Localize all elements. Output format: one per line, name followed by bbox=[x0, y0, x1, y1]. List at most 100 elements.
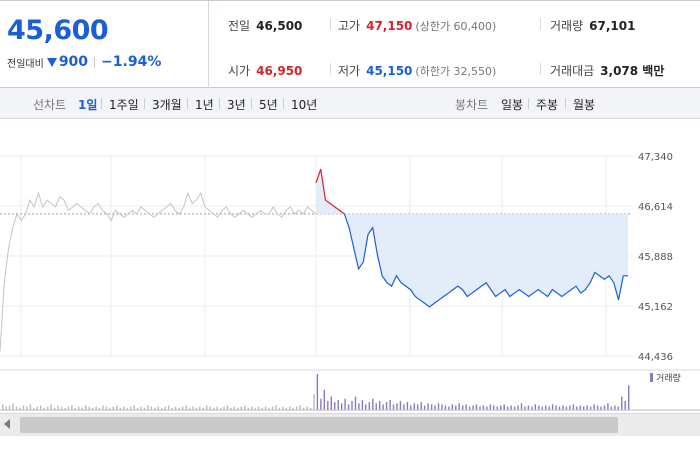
volume-bar bbox=[168, 405, 170, 410]
volume-bar bbox=[375, 403, 377, 411]
tab-3y[interactable]: 3년 bbox=[227, 98, 246, 112]
volume-bar bbox=[19, 407, 21, 411]
volume-bar bbox=[213, 407, 215, 411]
volume-bar bbox=[482, 405, 485, 410]
volume-bar bbox=[590, 406, 592, 410]
open-label: 시가 bbox=[228, 64, 251, 78]
volume-bar bbox=[230, 407, 232, 411]
volume-bar bbox=[71, 405, 73, 410]
chart-scrollbar[interactable] bbox=[0, 413, 700, 436]
volume-bar bbox=[161, 407, 163, 411]
volume-bar bbox=[33, 407, 35, 411]
volume-bar bbox=[607, 403, 609, 411]
volume-bar bbox=[209, 406, 211, 410]
volume-bar bbox=[462, 405, 464, 410]
high-info: 고가 47,150 (상한가 60,400) bbox=[338, 17, 496, 34]
volume-bar bbox=[475, 404, 478, 410]
volume-bar bbox=[596, 405, 599, 410]
volume-bar bbox=[527, 405, 530, 410]
volume-bar bbox=[91, 407, 94, 411]
previous-day-line bbox=[0, 191, 317, 352]
volume-bar bbox=[195, 407, 198, 411]
volume-bar bbox=[268, 407, 270, 411]
divider bbox=[330, 18, 331, 30]
divider bbox=[528, 98, 529, 109]
prev-close-label: 전일 bbox=[228, 19, 251, 33]
volume-bar bbox=[206, 405, 208, 410]
volume-bar bbox=[340, 403, 343, 411]
divider bbox=[330, 63, 331, 75]
volume-bar bbox=[434, 405, 436, 410]
volume-bar bbox=[586, 405, 588, 410]
y-tick-label: 45,162 bbox=[638, 302, 673, 313]
volume-bar bbox=[420, 402, 422, 410]
volume-bar bbox=[22, 405, 25, 410]
volume-bar bbox=[330, 396, 332, 410]
volume-bar bbox=[337, 399, 339, 410]
volume-bar bbox=[465, 404, 467, 410]
volume-bar bbox=[133, 405, 135, 410]
volume-bar bbox=[628, 385, 630, 411]
volume-bar bbox=[344, 398, 346, 411]
volume-bar bbox=[237, 407, 239, 411]
tab-3m[interactable]: 3개월 bbox=[152, 98, 182, 112]
low-label: 저가 bbox=[338, 64, 361, 78]
open-info: 시가 46,950 bbox=[228, 62, 302, 79]
tab-1w[interactable]: 1주일 bbox=[109, 98, 139, 112]
volume-legend-label: 거래량 bbox=[656, 374, 681, 384]
tab-monthly-candle[interactable]: 월봉 bbox=[573, 98, 596, 112]
divider bbox=[283, 98, 284, 109]
y-tick-label: 46,614 bbox=[638, 202, 673, 213]
volume-value: 67,101 bbox=[589, 19, 636, 33]
volume-bar bbox=[576, 406, 578, 410]
high-value: 47,150 bbox=[366, 19, 413, 33]
volume-bar bbox=[313, 394, 315, 411]
volume-bar bbox=[455, 405, 457, 410]
tab-weekly-candle[interactable]: 주봉 bbox=[536, 98, 559, 112]
volume-bar bbox=[389, 399, 391, 410]
volume-bar bbox=[282, 406, 284, 410]
volume-bar bbox=[365, 404, 367, 410]
scroll-left-arrow-icon[interactable] bbox=[4, 419, 10, 429]
down-triangle-icon bbox=[46, 57, 57, 67]
price-box: 45,600 전일대비 900 −1.94% bbox=[0, 1, 209, 88]
volume-bar bbox=[583, 406, 585, 410]
tab-1d[interactable]: 1일 bbox=[78, 98, 98, 112]
volume-bar bbox=[358, 403, 360, 411]
volume-bar bbox=[202, 407, 204, 411]
volume-bar bbox=[299, 405, 301, 410]
volume-bar bbox=[517, 405, 519, 410]
volume-bar bbox=[29, 404, 32, 410]
y-tick-label: 44,436 bbox=[638, 352, 673, 363]
change-label: 전일대비 bbox=[7, 58, 44, 70]
volume-bar bbox=[119, 407, 121, 411]
y-tick-label: 47,340 bbox=[638, 152, 673, 163]
volume-bar bbox=[102, 405, 104, 410]
volume-bar bbox=[534, 404, 536, 410]
volume-bar bbox=[448, 406, 450, 410]
volume-bar bbox=[354, 396, 357, 410]
divider bbox=[540, 63, 541, 75]
quote-panel: 45,600 전일대비 900 −1.94% 전일 46,500 시가 46,9… bbox=[0, 0, 700, 88]
tab-1y[interactable]: 1년 bbox=[195, 98, 214, 112]
volume-bar bbox=[136, 407, 139, 411]
intraday-chart[interactable]: 47,340 46,614 45,888 45,162 44,436 거래량 bbox=[0, 120, 700, 450]
current-price: 45,600 bbox=[7, 15, 109, 46]
volume-bar bbox=[216, 406, 218, 410]
chart-period-tabs: 선차트 1일 1주일 3개월 1년 3년 5년 10년 봉차트 일봉 주봉 월봉 bbox=[0, 88, 700, 119]
volume-bar bbox=[555, 405, 557, 410]
scroll-thumb[interactable] bbox=[20, 417, 618, 433]
volume-bar bbox=[154, 407, 156, 411]
volume-bar bbox=[524, 406, 526, 410]
volume-bar bbox=[192, 406, 194, 410]
volume-bar bbox=[468, 406, 471, 410]
tab-10y[interactable]: 10년 bbox=[291, 98, 318, 112]
volume-bar bbox=[309, 407, 312, 411]
volume-swatch bbox=[650, 373, 653, 382]
tab-daily-candle[interactable]: 일봉 bbox=[501, 98, 524, 112]
tab-5y[interactable]: 5년 bbox=[259, 98, 278, 112]
upper-limit: (상한가 60,400) bbox=[415, 20, 497, 33]
volume-bar bbox=[2, 404, 4, 410]
candle-chart-label: 봉차트 bbox=[455, 98, 489, 112]
volume-bar bbox=[26, 406, 28, 410]
